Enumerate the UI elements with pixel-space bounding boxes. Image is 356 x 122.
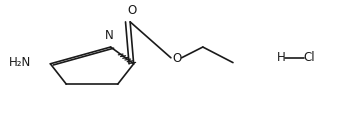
Text: O: O <box>127 4 136 17</box>
Text: O: O <box>172 52 181 65</box>
Text: H: H <box>277 51 285 64</box>
Text: N: N <box>104 29 113 42</box>
Text: Cl: Cl <box>303 51 315 64</box>
Text: H₂N: H₂N <box>9 56 31 69</box>
